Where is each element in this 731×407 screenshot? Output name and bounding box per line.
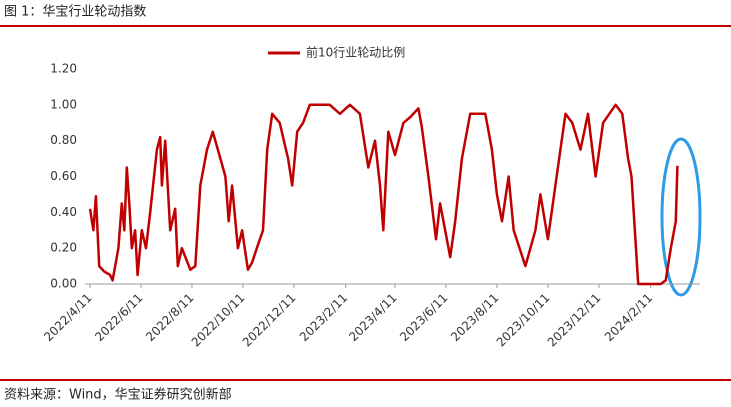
x-tick-label: 2024/2/11 [602, 291, 655, 344]
y-tick-label: 1.00 [50, 97, 77, 111]
y-tick-label: 0.20 [50, 241, 77, 255]
x-tick-label: 2023/12/11 [545, 291, 604, 350]
x-tick-label: 2023/4/11 [346, 291, 399, 344]
source-note: 资料来源：Wind，华宝证券研究创新部 [4, 387, 232, 403]
y-tick-label: 0.40 [50, 205, 77, 219]
y-tick-label: 1.20 [50, 62, 77, 76]
figure-title: 图 1：华宝行业轮动指数 [4, 5, 146, 20]
series-line [88, 103, 679, 286]
x-tick-label: 2022/8/11 [143, 291, 196, 344]
x-tick-label: 2022/12/11 [240, 291, 299, 350]
x-tick-label: 2022/10/11 [189, 291, 248, 350]
x-tick-label: 2023/8/11 [448, 291, 501, 344]
y-tick-label: 0.60 [50, 169, 77, 183]
x-tick-label: 2022/6/11 [92, 291, 145, 344]
x-tick-label: 2022/4/11 [41, 291, 94, 344]
y-tick-label: 0.00 [50, 277, 77, 291]
legend-label: 前10行业轮动比例 [306, 45, 405, 60]
highlight-ellipse [660, 137, 702, 297]
y-tick-label: 0.80 [50, 133, 77, 147]
x-tick-label: 2023/2/11 [297, 291, 350, 344]
x-tick-label: 2023/10/11 [494, 291, 553, 350]
x-tick-label: 2023/6/11 [397, 291, 450, 344]
